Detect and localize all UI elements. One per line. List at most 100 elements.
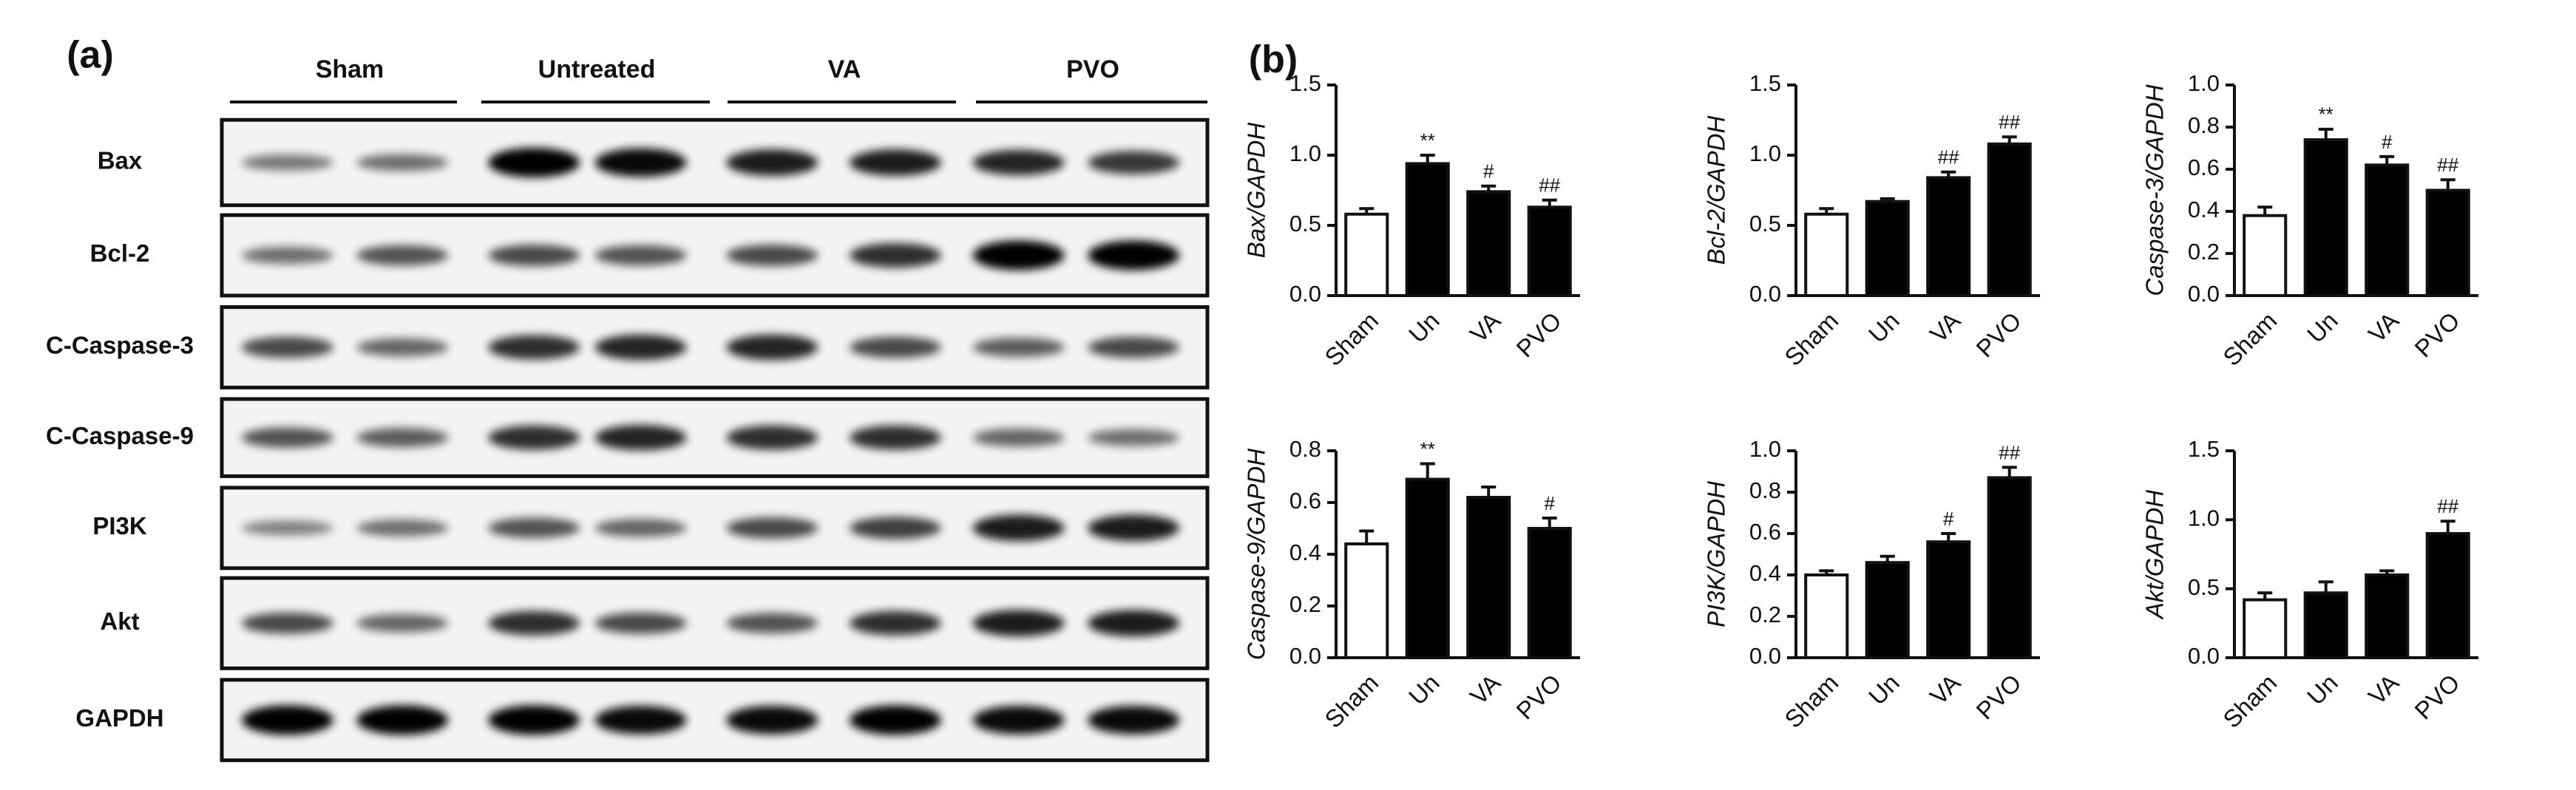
row-label: GAPDH <box>75 704 163 732</box>
group-label: PVO <box>1066 55 1119 84</box>
blot-band <box>594 612 687 634</box>
blot-band <box>488 705 580 735</box>
significance-mark: ## <box>2437 154 2458 176</box>
blot-band <box>1088 336 1180 358</box>
blot-band <box>488 245 580 266</box>
blot-band <box>356 245 449 266</box>
bar <box>1804 573 1849 659</box>
blot-band <box>488 610 580 636</box>
y-tick-label: 0.4 <box>1289 539 1321 565</box>
significance-mark: ## <box>1999 111 2020 133</box>
y-tick-label: 1.0 <box>1749 140 1781 166</box>
x-tick-label: Un <box>1863 307 1905 348</box>
group-label: Untreated <box>538 55 656 84</box>
bar <box>1926 540 1971 660</box>
x-tick-label: PVO <box>1511 307 1566 362</box>
bar <box>1405 162 1450 297</box>
significance-mark: ** <box>1420 129 1435 151</box>
x-tick-label: Sham <box>2217 307 2282 371</box>
group-label: VA <box>828 55 861 84</box>
blot-band <box>1088 514 1180 542</box>
blot-band <box>726 706 818 735</box>
x-tick-label: PVO <box>2409 307 2464 362</box>
significance-mark: # <box>1545 492 1556 514</box>
significance-mark: ## <box>1539 174 1560 197</box>
blot-band <box>241 612 333 634</box>
bar <box>2243 214 2288 298</box>
blot-band <box>849 517 941 539</box>
y-tick-label: 0.4 <box>1749 560 1781 586</box>
blot-band <box>594 148 687 177</box>
x-tick-label: Sham <box>2217 669 2282 733</box>
blot-band <box>1088 429 1180 446</box>
x-tick-label: Un <box>2302 307 2343 348</box>
blot-band <box>972 149 1065 176</box>
x-tick-label: PVO <box>2409 669 2464 724</box>
blot-band <box>726 613 818 633</box>
blot-band <box>1088 240 1180 270</box>
x-tick-label: PVO <box>1970 669 2026 724</box>
bar <box>1466 496 1511 659</box>
blot-band <box>849 149 941 176</box>
blot-band <box>488 147 580 177</box>
blot-band <box>849 610 941 636</box>
y-tick-label: 0.0 <box>1749 643 1781 669</box>
y-tick-label: 0.2 <box>1289 591 1321 617</box>
blot-band <box>726 245 818 266</box>
blot-band <box>356 613 449 633</box>
blot-band <box>1088 610 1180 637</box>
y-tick-label: 0.8 <box>1749 477 1781 503</box>
bar <box>2365 163 2410 297</box>
bar <box>1527 205 1572 297</box>
bar <box>1987 142 2032 297</box>
significance-mark: ## <box>1938 146 1959 168</box>
y-tick-label: 0.5 <box>1749 211 1781 236</box>
bar <box>1466 190 1511 297</box>
bar <box>2303 138 2348 297</box>
x-tick-label: Un <box>1863 669 1905 710</box>
bar <box>1344 542 1389 659</box>
bar <box>1344 212 1389 297</box>
bar <box>2303 591 2348 659</box>
blot-band <box>726 517 818 539</box>
significance-mark: ** <box>2319 103 2333 126</box>
y-tick-label: 0.6 <box>1289 488 1321 514</box>
blot-band <box>594 706 687 735</box>
x-tick-label: Sham <box>1779 307 1843 371</box>
blot-band <box>241 336 333 358</box>
x-tick-label: Un <box>2302 669 2343 710</box>
blot-band <box>356 428 449 448</box>
blot-band <box>594 519 687 537</box>
x-tick-label: Sham <box>1779 669 1843 733</box>
blot-band <box>726 425 818 450</box>
significance-mark: # <box>1943 508 1954 530</box>
blot-band <box>849 336 941 358</box>
y-tick-label: 1.5 <box>2188 436 2220 462</box>
blot-band <box>594 334 687 361</box>
y-axis-label: PI3K/GAPDH <box>1703 481 1730 627</box>
blot-band <box>488 425 580 450</box>
y-tick-label: 0.2 <box>1749 602 1781 627</box>
bar <box>2425 188 2470 297</box>
y-tick-label: 0.6 <box>1749 519 1781 545</box>
x-tick-label: Sham <box>1319 669 1383 733</box>
x-tick-label: VA <box>2363 669 2404 710</box>
blot-band <box>594 424 687 451</box>
significance-mark: # <box>1483 160 1494 183</box>
bar <box>1865 200 1910 298</box>
blot-band <box>241 154 333 171</box>
y-tick-label: 1.0 <box>1289 140 1321 166</box>
blot-band <box>849 705 941 735</box>
row-label: C-Caspase-3 <box>46 332 194 359</box>
x-tick-label: Un <box>1403 669 1445 710</box>
blot-band <box>356 154 449 171</box>
bar <box>1865 561 1910 660</box>
panel-label: (a) <box>67 34 114 77</box>
significance-mark: ## <box>1999 441 2020 463</box>
blot-band <box>488 517 580 539</box>
y-axis-label: Caspase-3/GAPDH <box>2141 84 2169 296</box>
x-tick-label: VA <box>1925 307 1966 348</box>
significance-mark: ** <box>1420 437 1435 460</box>
